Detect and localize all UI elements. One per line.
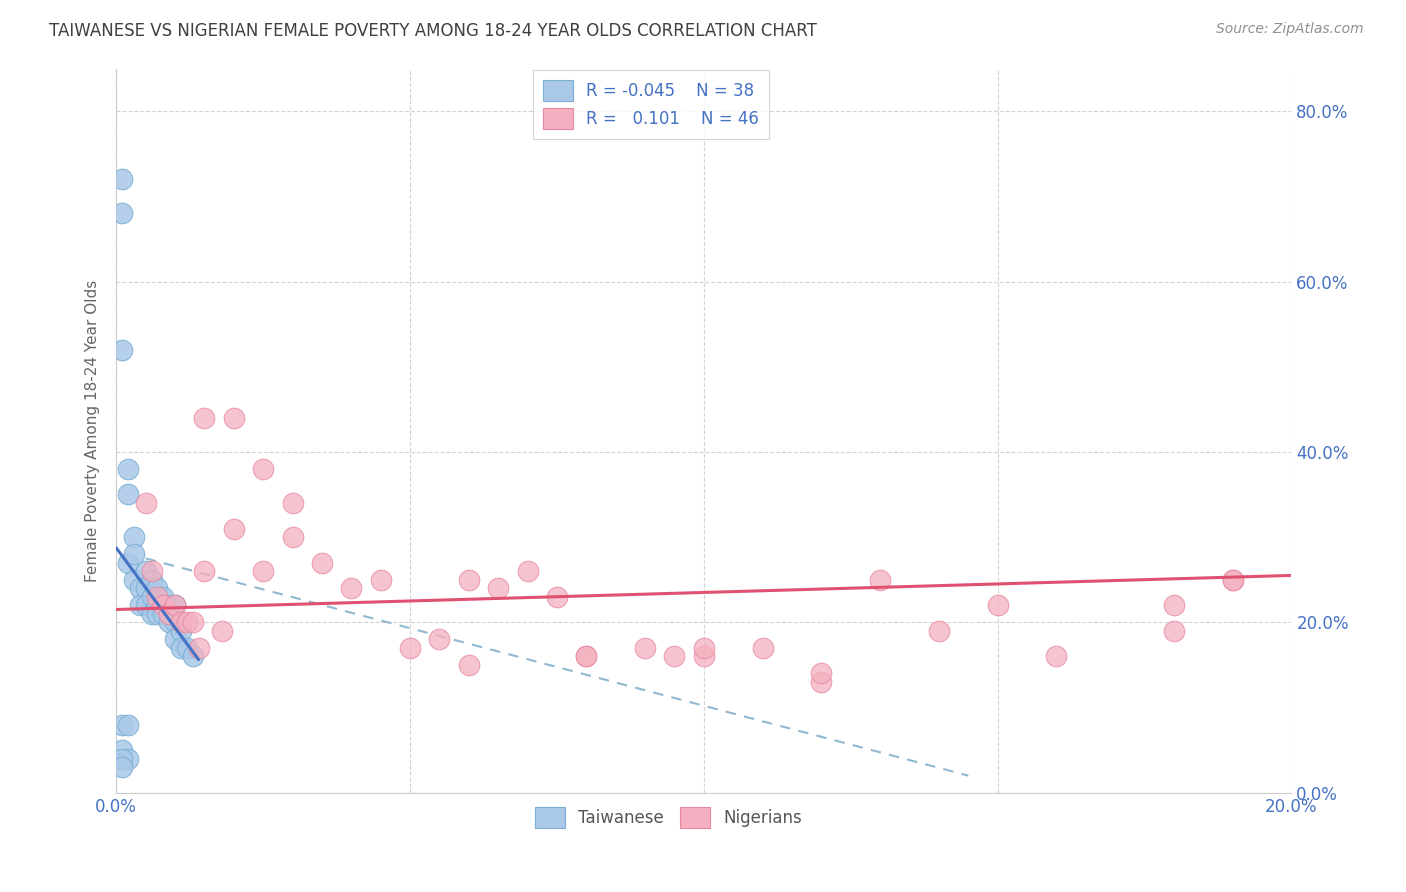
Point <box>122 547 145 561</box>
Point <box>117 462 139 476</box>
Point <box>135 581 157 595</box>
Point <box>193 564 215 578</box>
Point <box>869 573 891 587</box>
Point <box>111 343 134 357</box>
Point <box>111 743 134 757</box>
Point <box>222 410 245 425</box>
Point <box>340 581 363 595</box>
Y-axis label: Female Poverty Among 18-24 Year Olds: Female Poverty Among 18-24 Year Olds <box>86 279 100 582</box>
Point <box>128 581 150 595</box>
Point <box>181 615 204 630</box>
Point <box>111 760 134 774</box>
Point <box>122 573 145 587</box>
Point <box>399 640 422 655</box>
Point <box>252 462 274 476</box>
Point <box>146 590 169 604</box>
Point <box>111 717 134 731</box>
Point <box>1163 599 1185 613</box>
Point <box>516 564 538 578</box>
Point <box>141 564 163 578</box>
Text: TAIWANESE VS NIGERIAN FEMALE POVERTY AMONG 18-24 YEAR OLDS CORRELATION CHART: TAIWANESE VS NIGERIAN FEMALE POVERTY AMO… <box>49 22 817 40</box>
Point <box>693 649 716 664</box>
Point <box>693 640 716 655</box>
Point <box>117 717 139 731</box>
Point <box>664 649 686 664</box>
Point <box>146 581 169 595</box>
Point <box>152 590 174 604</box>
Point <box>157 599 180 613</box>
Point <box>1045 649 1067 664</box>
Point <box>1222 573 1244 587</box>
Point <box>170 640 193 655</box>
Point <box>810 666 832 681</box>
Point <box>157 615 180 630</box>
Point <box>146 599 169 613</box>
Point <box>122 530 145 544</box>
Point <box>152 599 174 613</box>
Point <box>135 564 157 578</box>
Point <box>111 206 134 220</box>
Point <box>111 751 134 765</box>
Point <box>135 599 157 613</box>
Point <box>281 530 304 544</box>
Point <box>281 496 304 510</box>
Point <box>141 573 163 587</box>
Point <box>429 632 451 647</box>
Point <box>163 632 186 647</box>
Text: Source: ZipAtlas.com: Source: ZipAtlas.com <box>1216 22 1364 37</box>
Point <box>457 573 479 587</box>
Point <box>146 607 169 621</box>
Point <box>117 751 139 765</box>
Point <box>457 657 479 672</box>
Point <box>157 607 180 621</box>
Point <box>987 599 1010 613</box>
Point <box>163 599 186 613</box>
Point <box>928 624 950 638</box>
Point <box>181 649 204 664</box>
Point <box>128 599 150 613</box>
Point <box>486 581 509 595</box>
Point <box>135 496 157 510</box>
Point <box>634 640 657 655</box>
Point <box>170 615 193 630</box>
Legend: Taiwanese, Nigerians: Taiwanese, Nigerians <box>529 800 810 835</box>
Point <box>211 624 233 638</box>
Point <box>176 640 198 655</box>
Point <box>252 564 274 578</box>
Point <box>152 599 174 613</box>
Point <box>117 556 139 570</box>
Point <box>751 640 773 655</box>
Point <box>163 615 186 630</box>
Point <box>152 607 174 621</box>
Point <box>1222 573 1244 587</box>
Point <box>1163 624 1185 638</box>
Point <box>176 615 198 630</box>
Point <box>311 556 333 570</box>
Point <box>141 590 163 604</box>
Point <box>111 172 134 186</box>
Point <box>117 487 139 501</box>
Point <box>546 590 568 604</box>
Point <box>163 599 186 613</box>
Point <box>810 674 832 689</box>
Point <box>222 522 245 536</box>
Point <box>187 640 209 655</box>
Point <box>193 410 215 425</box>
Point <box>141 607 163 621</box>
Point <box>575 649 598 664</box>
Point <box>575 649 598 664</box>
Point <box>370 573 392 587</box>
Point <box>170 624 193 638</box>
